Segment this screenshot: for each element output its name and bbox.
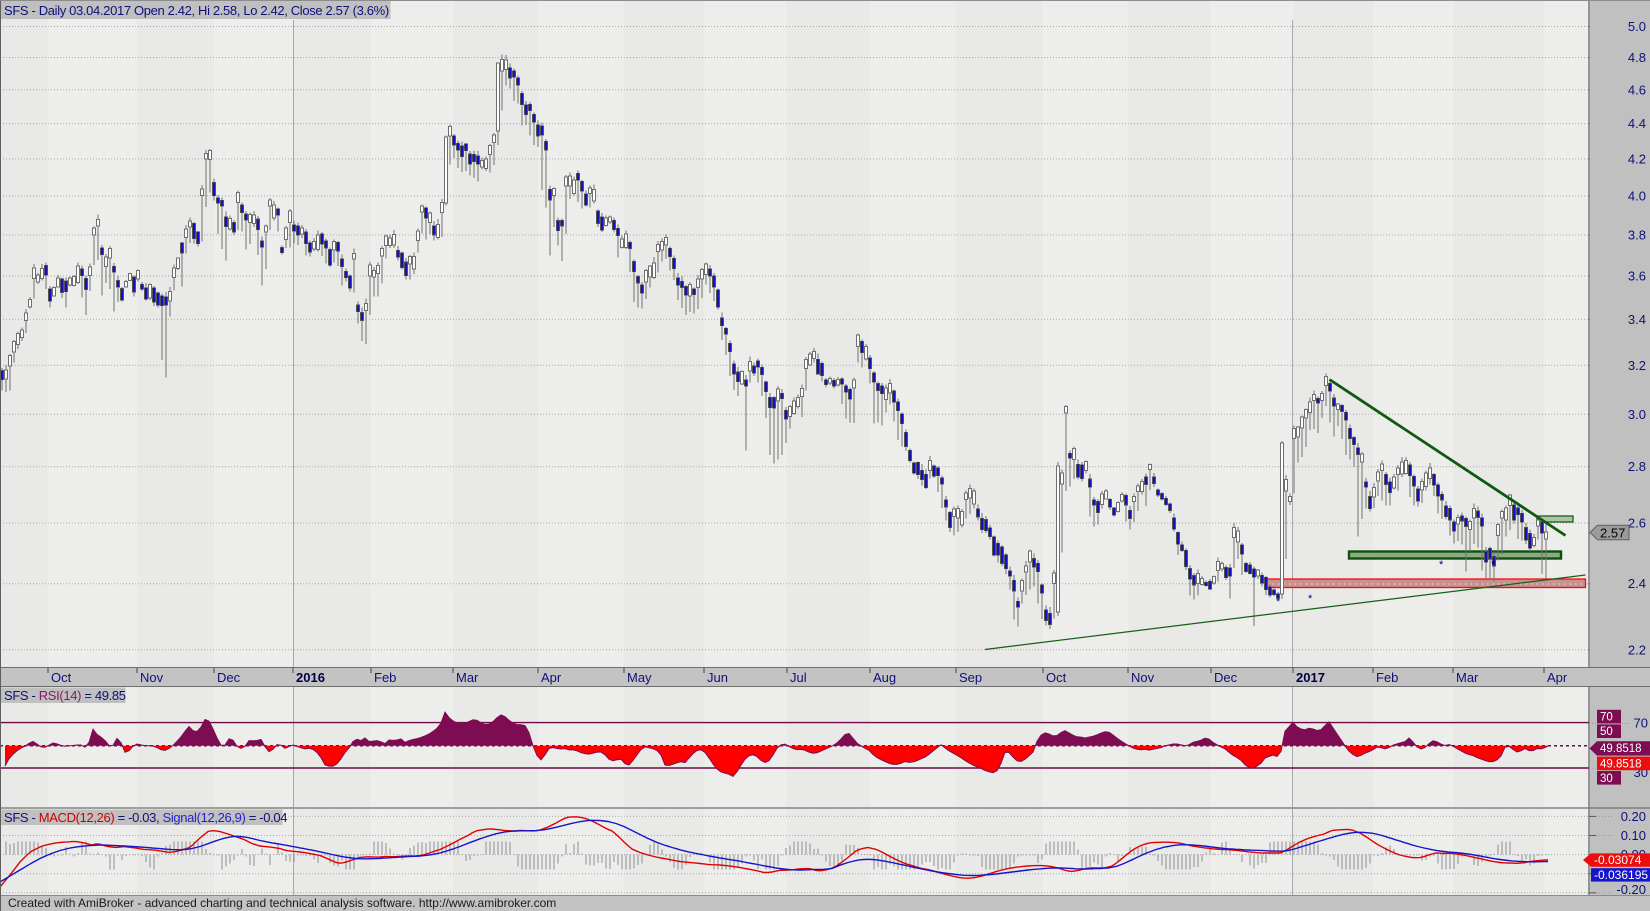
svg-text:*: *	[1491, 559, 1496, 571]
svg-text:4.0: 4.0	[1628, 188, 1646, 203]
svg-text:Mar: Mar	[1456, 670, 1479, 685]
svg-text:70: 70	[1634, 716, 1648, 731]
svg-text:-0.20: -0.20	[1616, 882, 1646, 897]
svg-text:Apr: Apr	[541, 670, 562, 685]
svg-text:SFS - Daily 03.04.2017 Open 2.: SFS - Daily 03.04.2017 Open 2.42, Hi 2.5…	[4, 3, 389, 18]
svg-text:3.4: 3.4	[1628, 312, 1646, 327]
svg-text:*: *	[1439, 559, 1444, 571]
svg-text:4.6: 4.6	[1628, 82, 1646, 97]
svg-text:4.2: 4.2	[1628, 151, 1646, 166]
svg-text:Jul: Jul	[790, 670, 807, 685]
svg-text:Nov: Nov	[140, 670, 164, 685]
svg-text:49.8518: 49.8518	[1600, 743, 1642, 755]
svg-text:3.0: 3.0	[1628, 407, 1646, 422]
svg-text:2.4: 2.4	[1628, 576, 1646, 591]
svg-text:Jun: Jun	[707, 670, 728, 685]
svg-text:Dec: Dec	[217, 670, 241, 685]
svg-text:Sep: Sep	[959, 670, 982, 685]
svg-text:SFS - MACD(12,26) = -0.03, Sig: SFS - MACD(12,26) = -0.03, Signal(12,26,…	[4, 810, 287, 825]
svg-text:*: *	[1308, 593, 1313, 605]
svg-text:Oct: Oct	[51, 670, 72, 685]
svg-text:2017: 2017	[1296, 670, 1325, 685]
svg-text:Apr: Apr	[1547, 670, 1568, 685]
svg-text:Feb: Feb	[1376, 670, 1398, 685]
svg-text:3.8: 3.8	[1628, 227, 1646, 242]
svg-text:70: 70	[1600, 712, 1613, 724]
svg-text:Created with AmiBroker - advan: Created with AmiBroker - advanced charti…	[8, 896, 556, 910]
svg-text:2.6: 2.6	[1628, 516, 1646, 531]
svg-text:2016: 2016	[296, 670, 325, 685]
svg-text:3.6: 3.6	[1628, 268, 1646, 283]
svg-text:-0.036195: -0.036195	[1594, 868, 1648, 882]
svg-text:0.20: 0.20	[1621, 809, 1646, 824]
svg-text:2.8: 2.8	[1628, 459, 1646, 474]
svg-text:3.2: 3.2	[1628, 358, 1646, 373]
svg-text:Mar: Mar	[456, 670, 479, 685]
svg-text:4.8: 4.8	[1628, 50, 1646, 65]
svg-text:Dec: Dec	[1214, 670, 1238, 685]
svg-text:Aug: Aug	[873, 670, 896, 685]
svg-text:Oct: Oct	[1046, 670, 1067, 685]
svg-text:0.10: 0.10	[1621, 828, 1646, 843]
svg-text:2.57: 2.57	[1600, 526, 1625, 541]
svg-text:50: 50	[1600, 726, 1613, 738]
svg-text:Nov: Nov	[1131, 670, 1155, 685]
svg-text:49.8518: 49.8518	[1600, 758, 1642, 770]
svg-text:30: 30	[1600, 773, 1613, 785]
svg-text:SFS - RSI(14) = 49.85: SFS - RSI(14) = 49.85	[4, 688, 126, 703]
svg-text:May: May	[627, 670, 652, 685]
svg-text:5.0: 5.0	[1628, 19, 1646, 34]
svg-text:Feb: Feb	[374, 670, 396, 685]
svg-text:4.4: 4.4	[1628, 116, 1646, 131]
svg-text:-0.03074: -0.03074	[1594, 853, 1642, 867]
svg-text:2.2: 2.2	[1628, 642, 1646, 657]
svg-text:*: *	[1276, 596, 1281, 608]
